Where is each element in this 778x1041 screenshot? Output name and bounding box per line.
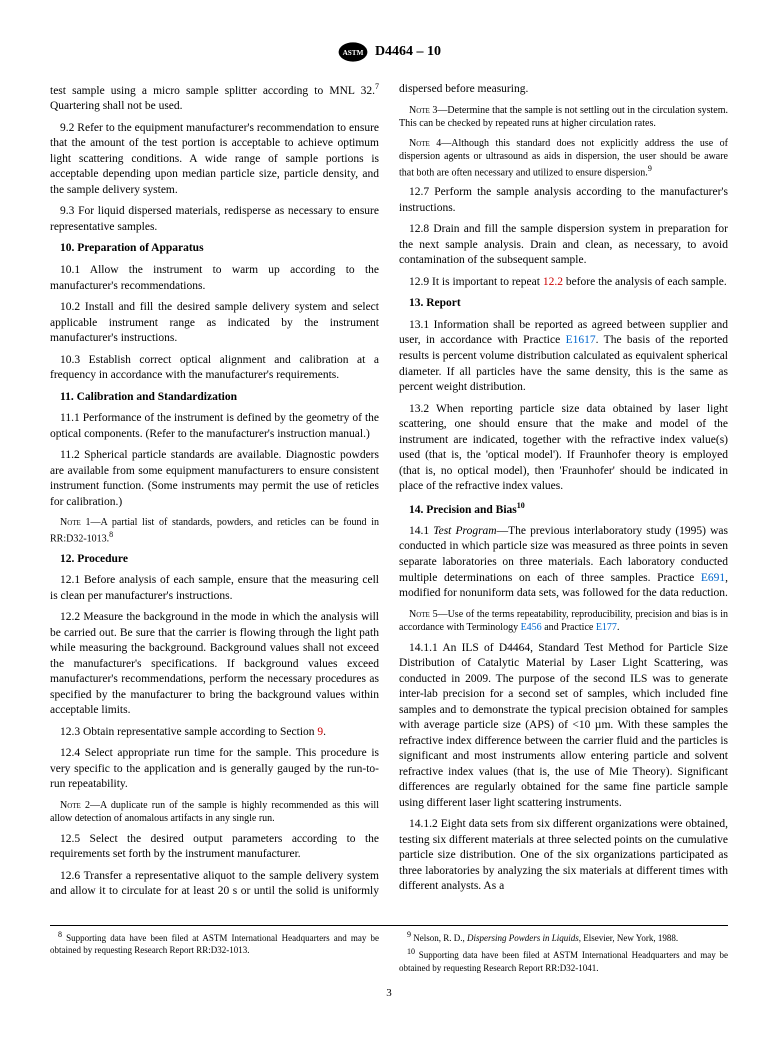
para-14-1-1: 14.1.1 An ILS of D4464, Standard Test Me… bbox=[399, 641, 728, 812]
para-12-7: 12.7 Perform the sample analysis accordi… bbox=[399, 185, 728, 216]
para-12-4: 12.4 Select appropriate run time for the… bbox=[50, 746, 379, 793]
astm-logo: ASTM bbox=[337, 40, 369, 64]
footnote-8: 8 Supporting data have been filed at AST… bbox=[50, 930, 379, 956]
para-10-2: 10.2 Install and fill the desired sample… bbox=[50, 300, 379, 347]
crossref: E691 bbox=[701, 572, 725, 584]
para-12-1: 12.1 Before analysis of each sample, ens… bbox=[50, 573, 379, 604]
para-13-2: 13.2 When reporting particle size data o… bbox=[399, 402, 728, 495]
para-11-2: 11.2 Spherical particle standards are av… bbox=[50, 448, 379, 510]
note-5: Note 5—Use of the terms repeatability, r… bbox=[399, 608, 728, 635]
page-number: 3 bbox=[50, 986, 728, 1001]
para-12-9: 12.9 It is important to repeat 12.2 befo… bbox=[399, 275, 728, 291]
para-9-2: 9.2 Refer to the equipment manufacturer'… bbox=[50, 121, 379, 199]
para-10-1: 10.1 Allow the instrument to warm up acc… bbox=[50, 263, 379, 294]
footnote-9: 9 Nelson, R. D., Dispersing Powders in L… bbox=[399, 930, 728, 944]
heading-14: 14. Precision and Bias10 bbox=[399, 501, 728, 518]
note-3: Note 3—Determine that the sample is not … bbox=[399, 104, 728, 131]
note-4: Note 4—Although this standard does not e… bbox=[399, 137, 728, 180]
footnotes: 8 Supporting data have been filed at AST… bbox=[50, 925, 728, 973]
para-14-1: 14.1 Test Program—The previous interlabo… bbox=[399, 524, 728, 602]
para-12-5: 12.5 Select the desired output parameter… bbox=[50, 832, 379, 863]
heading-13: 13. Report bbox=[399, 296, 728, 312]
heading-12: 12. Procedure bbox=[50, 552, 379, 568]
footnote-10: 10 Supporting data have been filed at AS… bbox=[399, 947, 728, 973]
para-10-3: 10.3 Establish correct optical alignment… bbox=[50, 353, 379, 384]
para-12-2: 12.2 Measure the background in the mode … bbox=[50, 610, 379, 719]
para-12-8: 12.8 Drain and fill the sample dispersio… bbox=[399, 222, 728, 269]
heading-11: 11. Calibration and Standardization bbox=[50, 390, 379, 406]
body-columns: test sample using a micro sample splitte… bbox=[50, 82, 728, 900]
heading-10: 10. Preparation of Apparatus bbox=[50, 241, 379, 257]
page-header: ASTM D4464 – 10 bbox=[50, 40, 728, 64]
note-2: Note 2—A duplicate run of the sample is … bbox=[50, 799, 379, 826]
crossref: 12.2 bbox=[543, 276, 563, 288]
para-12-3: 12.3 Obtain representative sample accord… bbox=[50, 725, 379, 741]
note-1: Note 1—A partial list of standards, powd… bbox=[50, 516, 379, 545]
para-14-1-2: 14.1.2 Eight data sets from six differen… bbox=[399, 817, 728, 895]
para-13-1: 13.1 Information shall be reported as ag… bbox=[399, 318, 728, 396]
para-11-1: 11.1 Performance of the instrument is de… bbox=[50, 411, 379, 442]
para-9-3: 9.3 For liquid dispersed materials, redi… bbox=[50, 204, 379, 235]
svg-text:ASTM: ASTM bbox=[343, 49, 364, 57]
crossref: E1617 bbox=[566, 334, 596, 346]
designation: D4464 – 10 bbox=[375, 43, 441, 62]
para: test sample using a micro sample splitte… bbox=[50, 82, 379, 115]
